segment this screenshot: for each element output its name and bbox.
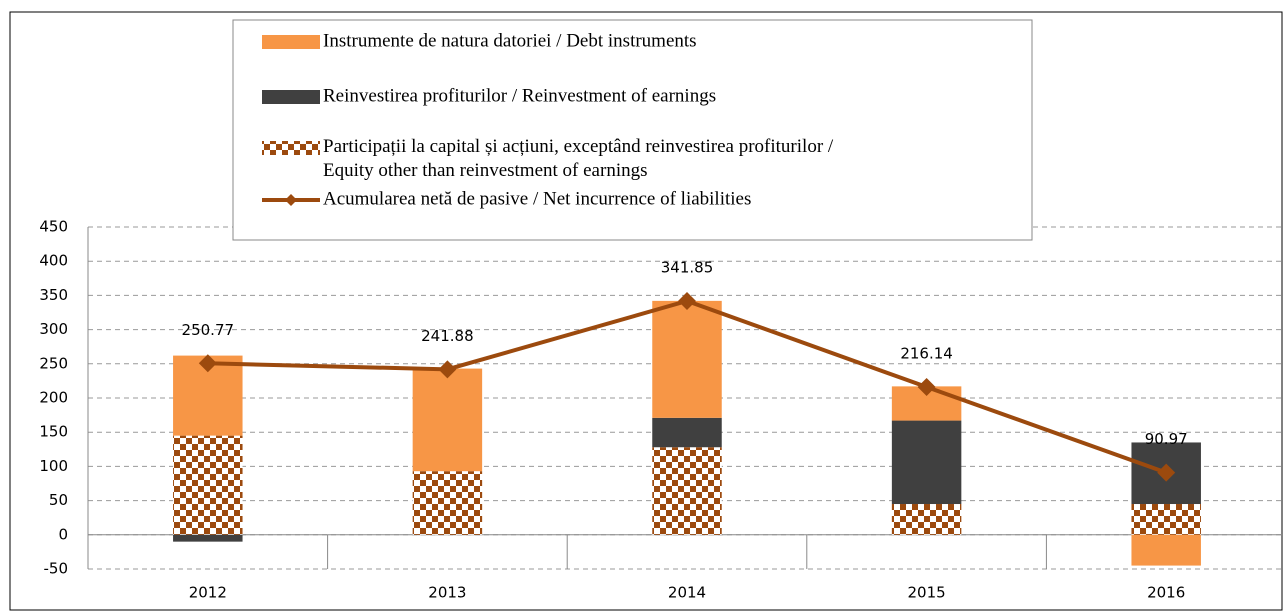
x-tick-label: 2013 [428,584,466,602]
x-tick-label: 2014 [668,584,706,602]
bar-segment [1131,534,1201,566]
line-marker [1157,463,1176,482]
line-marker [678,291,696,310]
data-label: 341.85 [661,258,714,276]
data-label: 241.88 [421,327,474,345]
legend-box [232,19,1033,241]
legend-swatch [262,90,320,104]
bar-segment [652,447,722,535]
legend-swatch [262,141,320,155]
legend-marker [285,194,297,206]
chart-border [9,11,1283,611]
bar-segment [652,300,722,418]
y-tick-label: 100 [39,457,68,475]
bar-segment [173,534,243,542]
bar-segment [173,435,243,535]
bar-segment [412,368,483,472]
y-tick-label: 200 [39,389,68,407]
y-tick-label: -50 [44,560,69,578]
legend-label: Acumularea netă de pasive / Net incurren… [323,188,751,209]
y-tick-label: 150 [39,423,68,441]
y-tick-label: 400 [39,252,68,270]
legend-label: Reinvestirea profiturilor / Reinvestment… [323,85,716,106]
data-label: 216.14 [900,344,953,362]
x-tick-label: 2012 [189,584,227,602]
legend-label: Instrumente de natura datoriei / Debt in… [323,30,697,51]
y-tick-label: 350 [39,286,68,304]
y-tick-label: 300 [39,320,68,338]
line-marker [438,360,457,379]
x-tick-label: 2015 [908,584,946,602]
data-label: 90.97 [1145,430,1188,448]
y-tick-label: 250 [39,354,68,372]
line-marker [917,377,936,396]
legend-swatch [262,35,320,49]
y-tick-label: 50 [49,491,68,509]
data-label: 250.77 [182,321,235,339]
bar-segment [412,471,483,535]
bar-segment [652,417,722,448]
bar-segment [891,420,962,505]
y-tick-label: 450 [39,218,68,236]
line-marker [198,354,217,373]
y-tick-label: 0 [58,525,68,543]
bar-segment [891,504,962,535]
bar-segment [1131,504,1201,535]
legend-label: Participații la capital și acțiuni, exce… [323,136,834,181]
x-tick-label: 2016 [1147,584,1185,602]
